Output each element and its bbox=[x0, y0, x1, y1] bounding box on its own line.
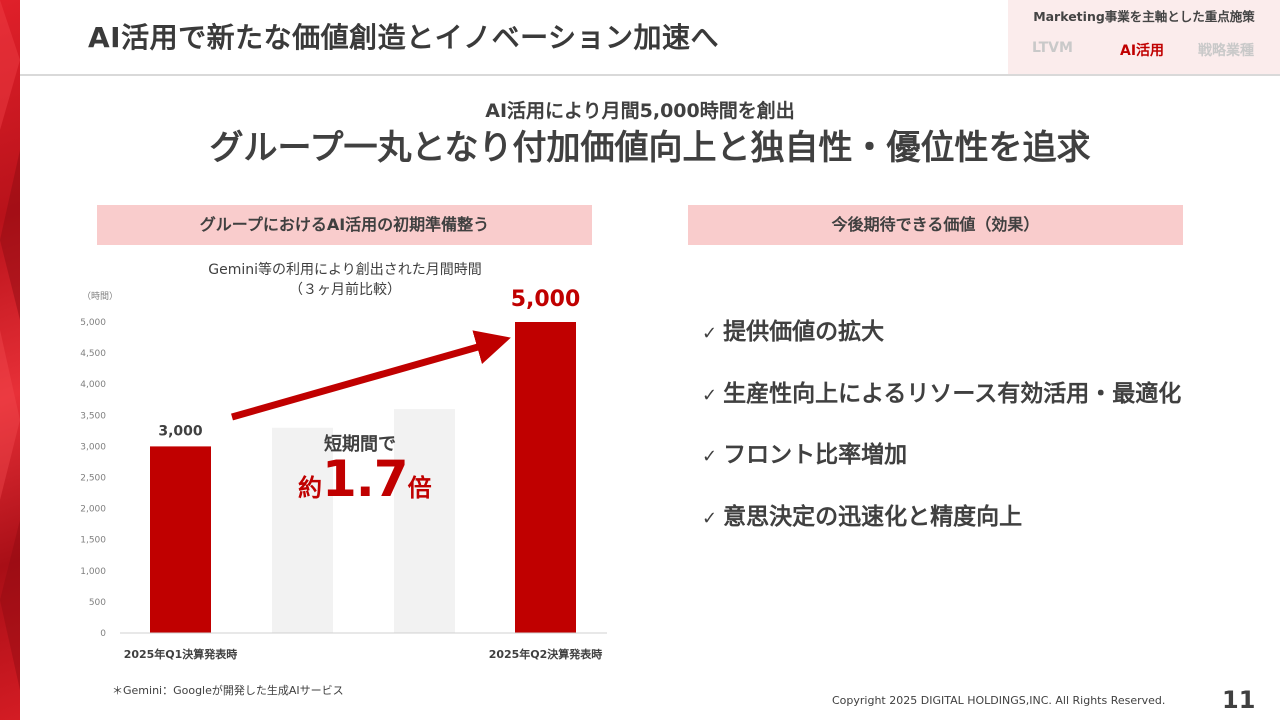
chart-caption-line2: （３ヶ月前比較） bbox=[289, 282, 401, 298]
bar bbox=[272, 427, 333, 633]
multiplier: 約1.7倍 bbox=[298, 450, 432, 508]
list-item: ✓ 意思決定の迅速化と精度向上 bbox=[702, 497, 1181, 559]
multiplier-prefix: 約 bbox=[298, 474, 322, 502]
y-tick-label: 0 bbox=[100, 629, 106, 639]
bar-data-label: 3,000 bbox=[158, 423, 203, 439]
list-item: ✓ 生産性向上によるリソース有効活用・最適化 bbox=[702, 374, 1181, 436]
list-item-text: 生産性向上によるリソース有効活用・最適化 bbox=[723, 380, 1182, 407]
nav-tab-ai[interactable]: AI活用 bbox=[1120, 43, 1165, 59]
x-category-label: 2025年Q2決算発表時 bbox=[489, 647, 603, 661]
y-tick-label: 4,500 bbox=[80, 349, 106, 359]
bar bbox=[515, 322, 576, 633]
y-tick-label: 3,000 bbox=[80, 442, 106, 452]
x-category-label: 2025年Q1決算発表時 bbox=[124, 647, 238, 661]
y-tick-label: 4,000 bbox=[80, 380, 106, 390]
section-nav-title: Marketing事業を主軸とした重点施策 bbox=[1033, 9, 1255, 24]
y-tick-label: 2,000 bbox=[80, 505, 106, 515]
header-divider bbox=[20, 74, 1280, 76]
page-number: 11 bbox=[1222, 686, 1256, 714]
list-item: ✓ 提供価値の拡大 bbox=[702, 312, 1181, 374]
growth-arrow bbox=[231, 330, 511, 421]
y-tick-label: 3,500 bbox=[80, 411, 106, 421]
page-title: AI活用で新たな価値創造とイノベーション加速へ bbox=[88, 21, 720, 54]
y-tick-label: 1,500 bbox=[80, 536, 106, 546]
footnote: ＊Gemini：Googleが開発した生成AIサービス bbox=[112, 684, 344, 697]
list-item-text: 意思決定の迅速化と精度向上 bbox=[723, 503, 1023, 530]
brand-pattern bbox=[0, 0, 20, 690]
check-icon: ✓ bbox=[702, 507, 718, 529]
section-nav: Marketing事業を主軸とした重点施策 LTVM AI活用 戦略業種 bbox=[1008, 0, 1280, 74]
expected-value-list: ✓ 提供価値の拡大 ✓ 生産性向上によるリソース有効活用・最適化 ✓ フロント比率増加… bbox=[702, 312, 1181, 558]
y-tick-label: 500 bbox=[89, 598, 106, 608]
list-item-text: 提供価値の拡大 bbox=[723, 319, 885, 345]
copyright: Copyright 2025 DIGITAL HOLDINGS,INC. All… bbox=[832, 694, 1166, 707]
chart-caption-line1: Gemini等の利用により創出された月間時間 bbox=[208, 262, 482, 278]
multiplier-suffix: 倍 bbox=[407, 474, 432, 502]
check-icon: ✓ bbox=[702, 446, 718, 467]
nav-tab-strategic[interactable]: 戦略業種 bbox=[1198, 43, 1254, 59]
bar bbox=[394, 409, 455, 633]
multiplier-lead: 短期間で bbox=[324, 434, 396, 455]
brand-side-strip bbox=[0, 0, 20, 720]
check-icon: ✓ bbox=[702, 323, 718, 344]
bar bbox=[150, 446, 211, 633]
y-tick-label: 2,500 bbox=[80, 474, 106, 484]
multiplier-value: 1.7 bbox=[322, 450, 409, 508]
right-section-header: 今後期待できる価値（効果） bbox=[688, 205, 1183, 245]
headline-sub: AI活用により月間5,000時間を創出 bbox=[485, 100, 795, 122]
bar-data-label: 5,000 bbox=[511, 287, 581, 312]
list-item: ✓ フロント比率増加 bbox=[702, 435, 1181, 497]
y-tick-label: 5,000 bbox=[80, 318, 106, 328]
headline-main: グループ一丸となり付加価値向上と独自性・優位性を追求 bbox=[209, 128, 1091, 168]
time-created-chart: 0 500 1,000 1,500 2,000 2,500 3,000 3,500 4,000 4… bbox=[80, 287, 607, 661]
left-section-header: グループにおけるAI活用の初期準備整う bbox=[97, 205, 592, 245]
chart-unit-label: （時間） bbox=[82, 292, 119, 302]
list-item-text: フロント比率増加 bbox=[723, 442, 908, 468]
check-icon: ✓ bbox=[702, 384, 718, 406]
nav-tab-ltvm[interactable]: LTVM bbox=[1032, 40, 1073, 56]
y-tick-label: 1,000 bbox=[80, 567, 106, 577]
